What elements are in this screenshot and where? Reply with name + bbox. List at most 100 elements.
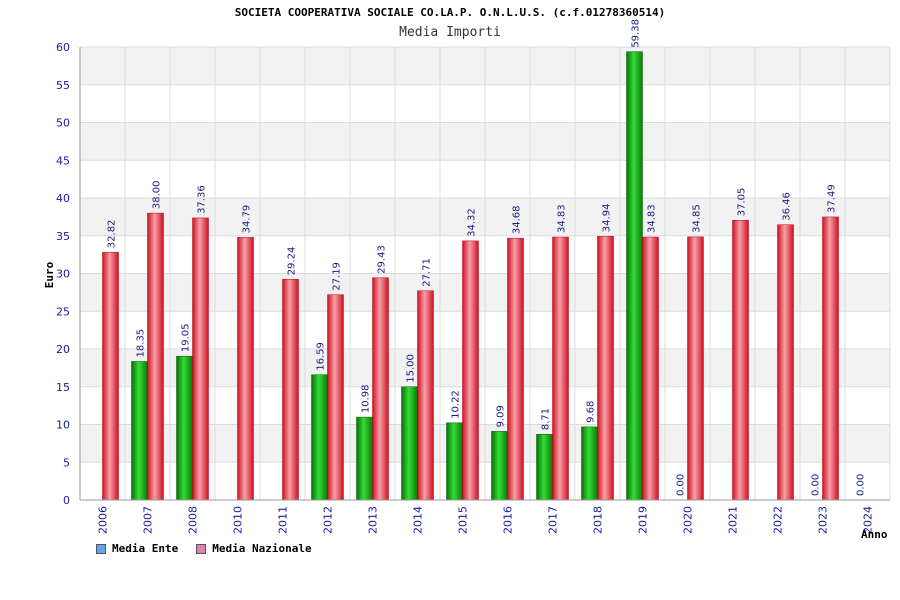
data-label: 37.36 (197, 185, 208, 214)
bar-nazionale (777, 224, 794, 501)
legend: Media Ente Media Nazionale (96, 542, 312, 555)
bar-ente (446, 422, 463, 501)
x-tick-label: 2015 (457, 506, 470, 534)
bar-nazionale (237, 237, 254, 501)
bar-nazionale (732, 220, 749, 501)
legend-swatch-ente (96, 543, 106, 554)
legend-item-ente: Media Ente (96, 542, 178, 555)
data-label: 34.85 (692, 204, 703, 233)
data-label: 29.43 (377, 245, 388, 274)
chart-subtitle: Media Importi (399, 25, 501, 40)
bar-ente (401, 386, 418, 501)
bar-nazionale (687, 236, 704, 501)
y-tick-label: 55 (56, 79, 70, 92)
x-tick-label: 2010 (232, 506, 245, 534)
x-tick-label: 2017 (547, 506, 560, 534)
data-label: 34.94 (602, 204, 613, 233)
data-label: 0.00 (811, 474, 822, 496)
data-label: 59.38 (631, 19, 642, 48)
bar-ente (536, 433, 553, 501)
data-label: 8.71 (541, 408, 552, 430)
x-tick-label: 2013 (367, 506, 380, 534)
bar-ente (176, 355, 193, 501)
x-tick-label: 2012 (322, 506, 335, 534)
data-label: 0.00 (856, 474, 867, 496)
bar-ente (131, 361, 148, 501)
y-tick-label: 20 (56, 343, 70, 356)
y-axis-label: Euro (43, 261, 56, 288)
y-tick-label: 50 (56, 117, 70, 130)
x-axis-label: Anno (861, 528, 888, 541)
bar-ente (356, 416, 373, 501)
x-tick-label: 2023 (817, 506, 830, 534)
data-label: 34.79 (242, 205, 253, 234)
bar-nazionale (417, 290, 434, 501)
legend-swatch-nazionale (196, 543, 207, 554)
data-label: 29.24 (287, 247, 298, 276)
data-label: 32.82 (107, 220, 118, 249)
data-label: 19.05 (181, 324, 192, 353)
bar-nazionale (282, 278, 299, 501)
x-tick-label: 2008 (187, 506, 200, 534)
y-tick-label: 45 (56, 154, 70, 167)
data-label: 9.68 (586, 401, 597, 423)
bar-nazionale (372, 277, 389, 501)
bar-ente (311, 374, 328, 501)
data-label: 36.46 (782, 192, 793, 221)
data-label: 38.00 (152, 180, 163, 209)
bar-nazionale (642, 236, 659, 501)
data-label: 18.35 (136, 329, 147, 358)
y-tick-label: 35 (56, 230, 70, 243)
data-label: 15.00 (406, 354, 417, 383)
data-label: 34.32 (467, 208, 478, 237)
data-label: 34.83 (647, 204, 658, 233)
x-tick-label: 2007 (142, 506, 155, 534)
x-tick-label: 2022 (772, 506, 785, 534)
y-tick-label: 0 (63, 494, 70, 507)
x-tick-label: 2020 (682, 506, 695, 534)
bar-nazionale (507, 237, 524, 501)
x-tick-label: 2014 (412, 506, 425, 534)
bar-nazionale (102, 251, 119, 501)
y-tick-label: 40 (56, 192, 70, 205)
data-label: 37.49 (827, 184, 838, 213)
x-tick-label: 2024 (862, 506, 875, 534)
bar-nazionale (552, 236, 569, 501)
y-tick-label: 10 (56, 419, 70, 432)
legend-label-nazionale: Media Nazionale (212, 542, 312, 555)
y-tick-label: 15 (56, 381, 70, 394)
y-tick-label: 25 (56, 305, 70, 318)
x-tick-label: 2011 (277, 506, 290, 534)
y-tick-label: 60 (56, 41, 70, 54)
data-label: 27.71 (422, 258, 433, 287)
data-label: 9.09 (496, 405, 507, 427)
bar-ente (626, 51, 643, 501)
x-tick-label: 2006 (97, 506, 110, 534)
legend-item-nazionale: Media Nazionale (196, 542, 312, 555)
bar-ente (581, 426, 598, 501)
data-label: 37.05 (737, 188, 748, 217)
bar-nazionale (327, 294, 344, 501)
bar-nazionale (462, 240, 479, 501)
x-tick-label: 2016 (502, 506, 515, 534)
data-label: 34.83 (557, 204, 568, 233)
data-label: 10.98 (361, 384, 372, 413)
bar-nazionale (822, 216, 839, 501)
data-label: 27.19 (332, 262, 343, 291)
legend-label-ente: Media Ente (112, 542, 179, 555)
x-tick-label: 2018 (592, 506, 605, 534)
bar-nazionale (597, 235, 614, 501)
x-tick-label: 2021 (727, 506, 740, 534)
data-label: 10.22 (451, 390, 462, 419)
y-tick-label: 5 (63, 456, 70, 469)
bar-nazionale (192, 217, 209, 501)
bar-ente (491, 431, 508, 501)
data-label: 16.59 (316, 342, 327, 371)
chart-title: SOCIETA COOPERATIVA SOCIALE CO.LA.P. O.N… (234, 6, 666, 19)
data-label: 34.68 (512, 206, 523, 235)
y-tick-label: 30 (56, 268, 70, 281)
bar-nazionale (147, 212, 164, 501)
x-tick-label: 2019 (637, 506, 650, 534)
data-label: 0.00 (676, 474, 687, 496)
